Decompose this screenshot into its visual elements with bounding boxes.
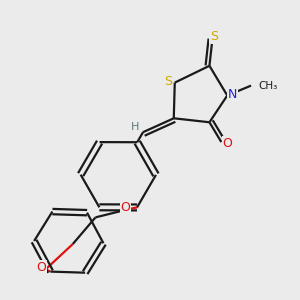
Text: O: O (36, 261, 46, 274)
Text: S: S (164, 75, 172, 88)
Text: N: N (228, 88, 237, 100)
Text: CH₃: CH₃ (259, 81, 278, 91)
Text: O: O (222, 137, 232, 150)
Text: O: O (120, 201, 130, 214)
Text: H: H (130, 122, 139, 132)
Text: S: S (210, 30, 218, 43)
